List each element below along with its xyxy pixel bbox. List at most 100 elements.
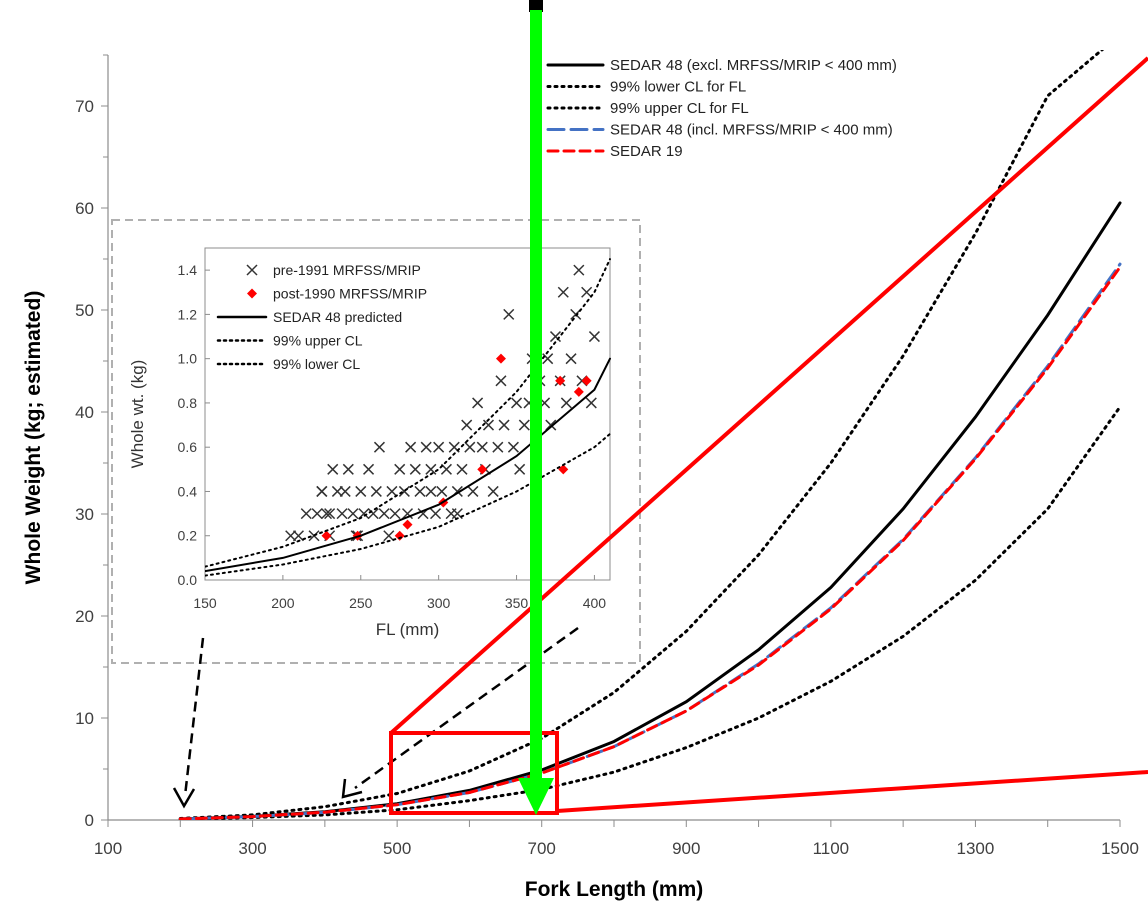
inset-point-x (378, 508, 390, 520)
pointer-arrowhead-right (341, 778, 363, 799)
inset-point-x (436, 485, 448, 497)
inset-y-tick-label: 1.4 (178, 262, 198, 278)
inset-point-x (565, 353, 577, 365)
inset-point-x (557, 286, 569, 298)
inset-point-x (518, 419, 530, 431)
inset-point-x (487, 485, 499, 497)
inset-y-tick-label: 0.4 (178, 483, 198, 499)
inset-y-tick-label: 1.0 (178, 351, 198, 367)
inset-point-x (433, 441, 445, 453)
y-tick-label: 10 (75, 709, 94, 728)
inset-point-x (430, 508, 442, 520)
inset-point-x (320, 508, 333, 520)
inset-legend-swatch-1 (247, 288, 257, 299)
inset-y-tick-label: 1.2 (178, 306, 198, 322)
inset-legend-label-4: 99% lower CL (273, 356, 360, 372)
legend-label-0: SEDAR 48 (excl. MRFSS/MRIP < 400 mm) (610, 57, 897, 74)
y-axis-title: Whole Weight (kg; estimated) (22, 291, 45, 585)
inset-chart: 0.0 0.2 0.4 0.6 0.8 1.0 1.2 1.4 150 200 250 300 350 4… (111, 219, 641, 664)
inset-legend-label-2: SEDAR 48 predicted (273, 309, 402, 325)
inset-point-x (363, 463, 375, 475)
inset-point-diamond (477, 464, 488, 475)
inset-point-x (420, 441, 432, 453)
inset-x-tick-label: 300 (427, 595, 451, 611)
inset-point-x (355, 485, 367, 497)
inset-y-axis-title: Whole wt. (kg) (128, 360, 147, 469)
inset-point-diamond (394, 530, 405, 541)
inset-point-x (292, 530, 304, 542)
annotation-overlays (172, 0, 1148, 815)
inset-point-x (467, 485, 479, 497)
inset-series-line-3 (205, 258, 611, 568)
legend-label-4: SEDAR 19 (610, 143, 683, 160)
inset-point-x (581, 286, 593, 298)
inset-point-diamond (555, 375, 566, 386)
inset-point-x (414, 485, 426, 497)
y-tick-label: 50 (75, 301, 94, 320)
inset-point-x (386, 485, 398, 497)
green-arrowhead (518, 778, 554, 815)
inset-point-x (389, 508, 401, 520)
inset-plot-area (204, 247, 611, 581)
green-arrow-shaft (530, 10, 542, 780)
inset-point-x (425, 463, 437, 475)
inset-x-tick-label: 400 (583, 595, 607, 611)
zoom-rectangle (389, 731, 559, 815)
inset-point-x (358, 508, 370, 520)
y-tick-label: 20 (75, 607, 94, 626)
inset-point-x (394, 463, 406, 475)
inset-point-x (347, 508, 359, 520)
pointer-arrow-left (183, 637, 205, 797)
inset-legend-swatch-0 (246, 264, 258, 276)
inset-series-line-2 (205, 357, 611, 573)
inset-point-x (324, 508, 336, 520)
x-tick-label: 700 (528, 839, 556, 858)
inset-point-diamond (581, 375, 592, 386)
inset-point-x (367, 508, 379, 520)
inset-point-x (383, 530, 395, 542)
legend-label-3: SEDAR 48 (incl. MRFSS/MRIP < 400 mm) (610, 122, 893, 139)
inset-point-x (425, 485, 437, 497)
x-tick-label: 1300 (957, 839, 995, 858)
inset-y-tick-label: 0.0 (178, 572, 198, 588)
inset-point-x (342, 463, 354, 475)
inset-legend-label-0: pre-1991 MRFSS/MRIP (273, 262, 421, 278)
inset-point-x (492, 441, 504, 453)
y-tick-label: 30 (75, 505, 94, 524)
x-tick-label: 1100 (813, 839, 850, 858)
main-chart: 0 10 20 30 40 50 60 70 100 300 500 700 900 1100 1300 15… (22, 50, 1139, 901)
x-tick-label: 1500 (1101, 839, 1139, 858)
inset-point-x (336, 508, 348, 520)
series-line-1 (178, 405, 1122, 820)
inset-point-x (316, 485, 328, 497)
x-tick-label: 300 (238, 839, 266, 858)
inset-x-tick-label: 200 (271, 595, 295, 611)
inset-point-x (588, 331, 600, 343)
inset-point-x (495, 375, 507, 387)
inset-point-x (498, 419, 510, 431)
inset-point-x (476, 441, 488, 453)
inset-point-x (482, 419, 495, 431)
pointer-arrowhead-left (172, 787, 196, 809)
inset-y-tick-label: 0.6 (178, 439, 198, 455)
inset-point-x (514, 463, 526, 475)
inset-point-x (370, 485, 382, 497)
green-arrow-cap (529, 0, 543, 12)
x-tick-label: 100 (94, 839, 122, 858)
inset-point-x (331, 485, 343, 497)
legend-label-1: 99% lower CL for FL (610, 79, 746, 96)
inset-series-group (205, 258, 611, 577)
inset-point-x (327, 463, 339, 475)
y-tick-label: 0 (85, 811, 94, 830)
y-tick-label: 60 (75, 199, 94, 218)
inset-point-x (311, 508, 323, 520)
inset-point-x (456, 463, 468, 475)
inset-point-x (300, 508, 312, 520)
inset-point-x (405, 441, 417, 453)
inset-point-x (461, 419, 473, 431)
zoom-projection-line-bottom (556, 770, 1148, 813)
zoom-projection-line-top (389, 56, 1148, 735)
inset-point-x (401, 508, 414, 520)
y-tick-label: 70 (75, 97, 94, 116)
